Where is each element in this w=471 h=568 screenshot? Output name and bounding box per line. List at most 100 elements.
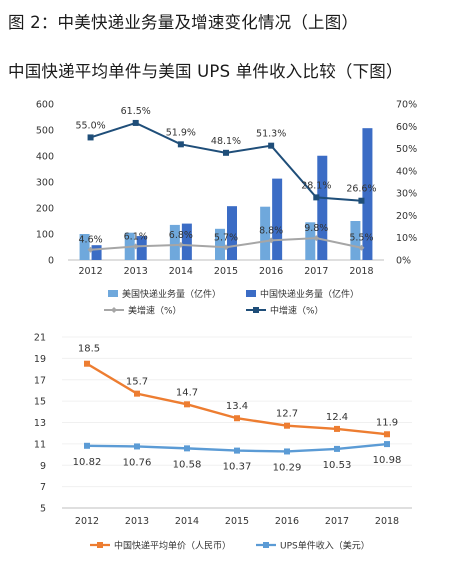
- data-label-us-growth: 6.1%: [124, 231, 148, 242]
- point-ups-revenue: [234, 447, 240, 454]
- point-cn-price: [384, 431, 390, 438]
- data-label-cn-growth: 51.3%: [256, 129, 286, 140]
- point-ups-revenue: [134, 443, 140, 450]
- data-label-cn-growth: 48.1%: [211, 136, 241, 147]
- y-tick-label: 9: [40, 461, 46, 472]
- data-label-us-growth: 5.5%: [349, 233, 373, 244]
- point-cn-growth: [132, 119, 139, 126]
- point-cn-growth: [223, 149, 229, 156]
- legend-label-cn-growth: 中增速（%）: [270, 305, 324, 317]
- x-tick-label: 2012: [75, 516, 99, 527]
- data-label-cn-price: 15.7: [126, 377, 148, 388]
- data-label-cn-price: 12.7: [276, 409, 298, 420]
- point-cn-growth: [268, 142, 275, 149]
- data-label-cn-growth: 55.0%: [75, 120, 105, 131]
- point-cn-growth: [313, 194, 320, 201]
- y-tick-label: 100: [36, 230, 54, 241]
- data-label-ups-revenue: 10.58: [173, 459, 202, 470]
- x-tick-label: 2013: [125, 516, 149, 527]
- y-tick-label: 400: [36, 152, 54, 163]
- bar-us-volume: [305, 222, 316, 260]
- point-cn-price: [84, 360, 90, 367]
- y-tick-label: 15: [34, 397, 46, 408]
- legend-swatch-us-volume: [108, 290, 118, 297]
- y2-tick-label: 40%: [396, 166, 417, 177]
- point-ups-revenue: [384, 441, 390, 448]
- bar-cn-volume: [136, 236, 147, 260]
- point-us-growth: [177, 241, 184, 248]
- point-us-growth: [87, 246, 94, 253]
- y-tick-label: 17: [34, 375, 46, 386]
- data-label-cn-growth: 61.5%: [121, 106, 151, 117]
- point-cn-growth: [358, 197, 365, 204]
- bar-us-volume: [260, 206, 271, 260]
- data-label-cn-price: 12.4: [326, 412, 348, 423]
- data-label-ups-revenue: 10.29: [273, 462, 302, 473]
- legend-label-us-growth: 美增速（%）: [128, 305, 182, 317]
- y-tick-label: 300: [36, 178, 54, 189]
- x-tick-label: 2016: [275, 516, 299, 527]
- x-tick-label: 2018: [349, 266, 373, 277]
- point-ups-revenue: [334, 445, 340, 452]
- x-tick-label: 2015: [225, 516, 249, 527]
- data-label-cn-price: 14.7: [176, 387, 198, 398]
- bar-cn-volume: [272, 178, 283, 260]
- data-label-cn-price: 11.9: [376, 417, 398, 428]
- data-label-cn-growth: 28.1%: [301, 180, 331, 191]
- y-tick-label: 500: [36, 126, 54, 137]
- data-label-ups-revenue: 10.53: [323, 460, 352, 471]
- legend-marker-cn-growth: [253, 307, 259, 313]
- point-us-growth: [358, 244, 365, 251]
- point-us-growth: [132, 243, 139, 250]
- point-us-growth: [223, 244, 229, 251]
- point-ups-revenue: [284, 448, 290, 455]
- y-tick-label: 0: [48, 256, 54, 267]
- figure-title: 图 2：中美快递业务量及增速变化情况（上图）: [8, 13, 359, 32]
- point-cn-price: [134, 390, 140, 397]
- y-tick-label: 5: [40, 504, 46, 515]
- x-tick-label: 2017: [325, 516, 349, 527]
- y-tick-label: 200: [36, 204, 54, 215]
- legend-marker-us-growth: [111, 307, 117, 313]
- legend-swatch-cn-volume: [246, 290, 256, 297]
- bar-cn-volume: [227, 206, 237, 260]
- legend-label-cn-volume: 中国快递业务量（亿件）: [260, 288, 359, 300]
- y2-tick-label: 30%: [396, 189, 417, 200]
- legend-label-us-volume: 美国快递业务量（亿件）: [122, 288, 221, 300]
- data-label-us-growth: 8.8%: [259, 225, 283, 236]
- y2-tick-label: 50%: [396, 144, 417, 155]
- x-tick-label: 2014: [175, 516, 199, 527]
- data-label-us-growth: 4.6%: [79, 235, 103, 246]
- bar-us-volume: [350, 221, 361, 260]
- data-label-us-growth: 6.8%: [169, 230, 193, 241]
- y-tick-label: 21: [34, 333, 46, 344]
- legend-marker-cn-price: [97, 542, 103, 548]
- legend-marker-ups-revenue: [263, 542, 269, 548]
- figure-subtitle: 中国快递平均单件与美国 UPS 单件收入比较（下图）: [8, 62, 403, 81]
- bar-us-volume: [169, 224, 180, 260]
- x-tick-label: 2013: [124, 266, 148, 277]
- y-tick-label: 11: [34, 439, 46, 450]
- data-label-cn-growth: 51.9%: [166, 127, 196, 138]
- y2-tick-label: 20%: [396, 211, 417, 222]
- data-label-cn-growth: 26.6%: [346, 184, 376, 195]
- y2-tick-label: 10%: [396, 233, 417, 244]
- point-cn-price: [284, 422, 290, 429]
- legend-label-ups-revenue: UPS单件收入（美元）: [280, 540, 370, 552]
- bar-cn-volume: [317, 155, 328, 260]
- point-ups-revenue: [84, 442, 90, 449]
- y-tick-label: 19: [34, 354, 46, 365]
- bar-cn-volume: [362, 128, 373, 260]
- y2-tick-label: 60%: [396, 122, 417, 133]
- data-label-ups-revenue: 10.37: [223, 462, 252, 473]
- bar-us-volume: [215, 228, 225, 260]
- data-label-ups-revenue: 10.82: [73, 457, 102, 468]
- x-tick-label: 2017: [304, 266, 328, 277]
- y-tick-label: 13: [34, 418, 46, 429]
- bar-us-volume: [79, 234, 90, 260]
- y2-tick-label: 0%: [396, 256, 411, 267]
- bar-cn-volume: [181, 223, 192, 260]
- data-label-ups-revenue: 10.76: [123, 457, 152, 468]
- x-tick-label: 2014: [169, 266, 193, 277]
